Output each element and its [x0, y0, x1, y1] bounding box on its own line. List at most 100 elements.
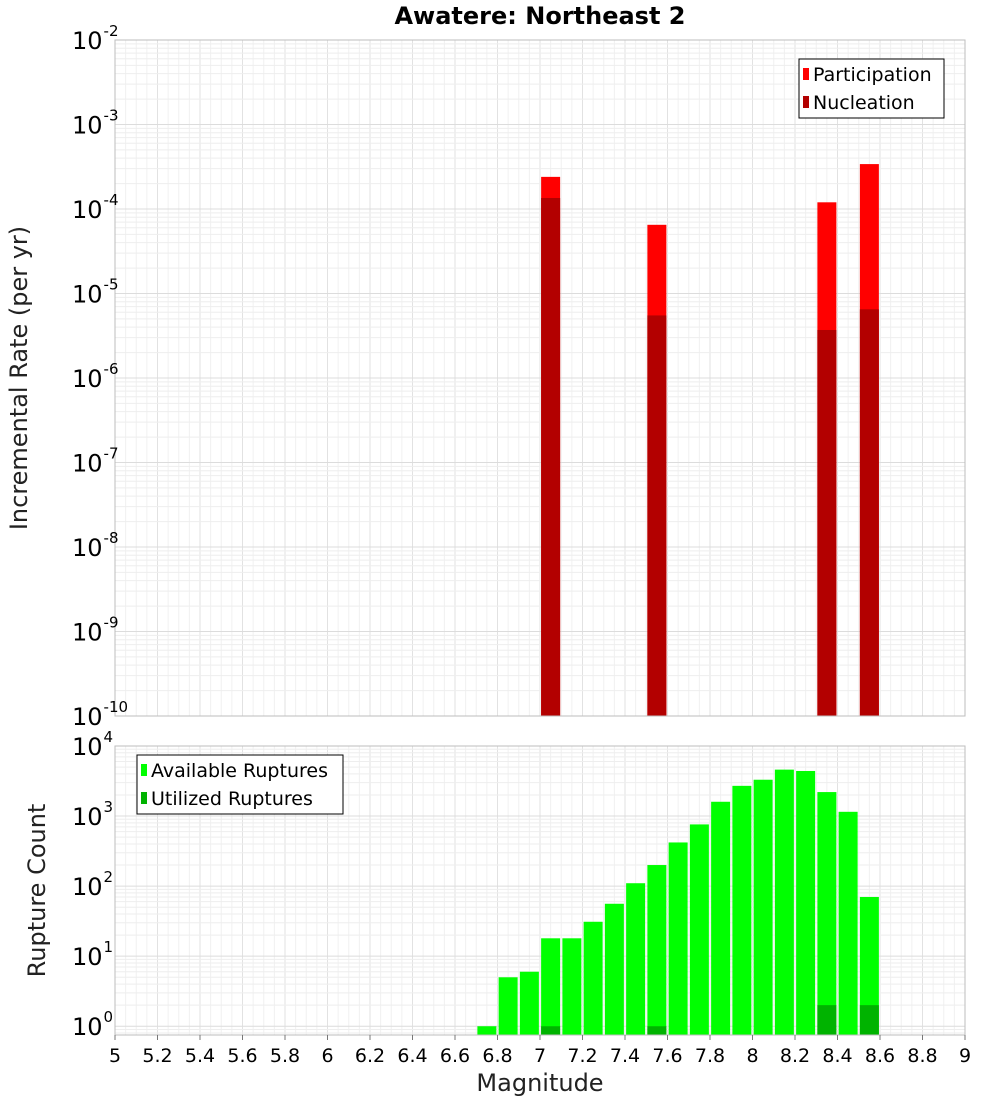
- y-tick-exponent: -8: [104, 529, 119, 547]
- y-tick-base: 10: [72, 27, 103, 55]
- bar-utilized-ruptures: [541, 1026, 561, 1035]
- y-tick-exponent: -9: [104, 614, 119, 632]
- y-tick-base: 10: [72, 450, 103, 478]
- legend-swatch: [141, 792, 147, 804]
- plot-frame: [114, 39, 966, 717]
- bar-available-ruptures: [817, 792, 837, 1035]
- y-tick-label: 104: [72, 728, 113, 761]
- y-axis-label: Rupture Count: [23, 804, 51, 978]
- x-tick-label: 7.6: [652, 1045, 682, 1067]
- y-tick-label: 101: [72, 938, 113, 971]
- x-tick-label: 7.2: [567, 1045, 597, 1067]
- y-tick-label: 100: [72, 1008, 113, 1041]
- panel-1: 10-1010-910-810-710-610-510-410-310-2Inc…: [5, 22, 966, 731]
- y-tick-label: 10-2: [72, 22, 119, 55]
- x-tick-label: 5.2: [142, 1045, 172, 1067]
- bar-available-ruptures: [604, 903, 624, 1035]
- y-tick-exponent: -10: [104, 698, 129, 716]
- y-tick-exponent: 3: [104, 798, 114, 816]
- y-tick-exponent: -2: [104, 22, 119, 40]
- y-tick-base: 10: [72, 803, 103, 831]
- legend-label: Available Ruptures: [151, 760, 328, 782]
- bar-nucleation: [859, 309, 879, 716]
- y-tick-label: 10-7: [72, 445, 119, 478]
- y-tick-base: 10: [72, 196, 103, 224]
- bar-available-ruptures: [732, 785, 752, 1035]
- y-tick-base: 10: [72, 281, 103, 309]
- legend-box: [136, 754, 344, 815]
- legend-box: [798, 58, 945, 119]
- bar-available-ruptures: [541, 938, 561, 1035]
- y-axis-label: Incremental Rate (per yr): [5, 226, 33, 530]
- x-tick-label: 9: [959, 1045, 971, 1067]
- y-tick-base: 10: [72, 1013, 103, 1041]
- y-tick-label: 10-4: [72, 191, 119, 224]
- y-tick-exponent: -5: [104, 276, 119, 294]
- y-tick-label: 10-8: [72, 529, 119, 562]
- x-tick-label: 5.4: [185, 1045, 215, 1067]
- bar-utilized-ruptures: [647, 1026, 667, 1035]
- bar-available-ruptures: [859, 896, 879, 1035]
- x-axis-label: Magnitude: [476, 1069, 603, 1097]
- bar-available-ruptures: [668, 842, 688, 1035]
- bar-available-ruptures: [626, 883, 646, 1035]
- bar-nucleation: [817, 329, 837, 716]
- y-tick-base: 10: [72, 703, 103, 731]
- y-tick-label: 10-6: [72, 360, 119, 393]
- legend-swatch: [141, 764, 147, 776]
- bar-available-ruptures: [796, 770, 816, 1035]
- x-tick-label: 6.4: [397, 1045, 427, 1067]
- legend: Available Ruptures Utilized Ruptures: [136, 754, 344, 815]
- bar-available-ruptures: [519, 971, 539, 1035]
- legend-swatch: [803, 96, 809, 108]
- y-tick-base: 10: [72, 619, 103, 647]
- legend: Participation Nucleation: [798, 58, 945, 119]
- bar-available-ruptures: [711, 801, 731, 1035]
- y-tick-exponent: -6: [104, 360, 119, 378]
- y-tick-base: 10: [72, 112, 103, 140]
- y-tick-exponent: 4: [104, 728, 114, 746]
- bar-available-ruptures: [753, 779, 773, 1035]
- x-tick-label: 5.6: [227, 1045, 257, 1067]
- bar-utilized-ruptures: [817, 1005, 837, 1035]
- y-tick-exponent: 1: [104, 938, 114, 956]
- bar-utilized-ruptures: [859, 1005, 879, 1035]
- bar-available-ruptures: [774, 769, 794, 1035]
- y-tick-exponent: -4: [104, 191, 119, 209]
- bar-available-ruptures: [647, 865, 667, 1035]
- legend-label: Participation: [813, 64, 932, 86]
- bar-available-ruptures: [838, 811, 858, 1035]
- x-tick-label: 8.6: [865, 1045, 895, 1067]
- x-tick-label: 6: [321, 1045, 333, 1067]
- bar-nucleation: [541, 197, 561, 716]
- chart-title: Awatere: Northeast 2: [394, 2, 685, 30]
- x-tick-label: 8.2: [780, 1045, 810, 1067]
- y-tick-label: 102: [72, 868, 113, 901]
- bar-available-ruptures: [562, 938, 582, 1035]
- bar-available-ruptures: [498, 977, 518, 1035]
- legend-label: Utilized Ruptures: [151, 788, 313, 810]
- y-tick-label: 103: [72, 798, 113, 831]
- y-tick-label: 10-3: [72, 107, 119, 140]
- x-tick-label: 8.8: [907, 1045, 937, 1067]
- legend-label: Nucleation: [813, 92, 915, 114]
- y-tick-base: 10: [72, 733, 103, 761]
- y-tick-exponent: -7: [104, 445, 119, 463]
- x-tick-label: 5: [109, 1045, 121, 1067]
- x-tick-label: 5.8: [270, 1045, 300, 1067]
- x-tick-label: 8.4: [822, 1045, 852, 1067]
- x-tick-label: 6.6: [440, 1045, 470, 1067]
- y-tick-label: 10-9: [72, 614, 119, 647]
- x-tick-label: 6.8: [482, 1045, 512, 1067]
- y-tick-base: 10: [72, 873, 103, 901]
- x-tick-label: 6.2: [355, 1045, 385, 1067]
- x-tick-label: 7.8: [695, 1045, 725, 1067]
- bar-available-ruptures: [583, 921, 603, 1035]
- y-tick-exponent: 2: [104, 868, 114, 886]
- bar-available-ruptures: [689, 824, 709, 1035]
- x-tick-label: 7: [534, 1045, 546, 1067]
- y-tick-base: 10: [72, 534, 103, 562]
